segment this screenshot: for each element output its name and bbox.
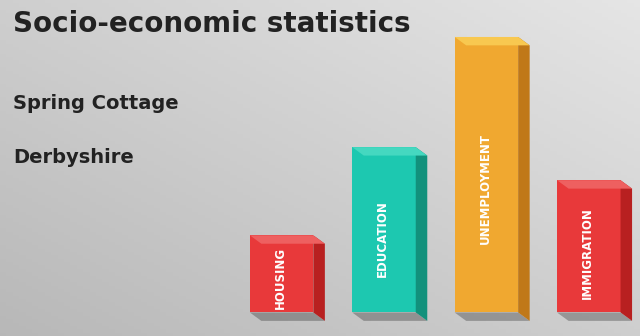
Text: EDUCATION: EDUCATION — [376, 200, 389, 277]
Polygon shape — [352, 147, 416, 312]
Polygon shape — [250, 312, 325, 321]
Polygon shape — [454, 37, 530, 45]
Polygon shape — [352, 312, 428, 321]
Polygon shape — [314, 235, 325, 321]
Polygon shape — [454, 312, 530, 321]
Polygon shape — [454, 37, 518, 312]
Polygon shape — [250, 235, 314, 312]
Polygon shape — [250, 235, 325, 244]
Polygon shape — [557, 180, 621, 312]
Text: UNEMPLOYMENT: UNEMPLOYMENT — [479, 133, 492, 244]
Text: IMMIGRATION: IMMIGRATION — [581, 207, 594, 299]
Text: Derbyshire: Derbyshire — [13, 148, 134, 167]
Polygon shape — [352, 312, 428, 321]
Polygon shape — [557, 180, 632, 188]
Polygon shape — [352, 147, 428, 156]
Polygon shape — [454, 312, 530, 321]
Text: Socio-economic statistics: Socio-economic statistics — [13, 10, 410, 38]
Polygon shape — [621, 180, 632, 321]
Text: HOUSING: HOUSING — [274, 247, 287, 309]
Polygon shape — [518, 37, 530, 321]
Polygon shape — [557, 312, 632, 321]
Polygon shape — [250, 312, 325, 321]
Text: Spring Cottage: Spring Cottage — [13, 94, 179, 113]
Polygon shape — [416, 147, 428, 321]
Polygon shape — [557, 312, 632, 321]
